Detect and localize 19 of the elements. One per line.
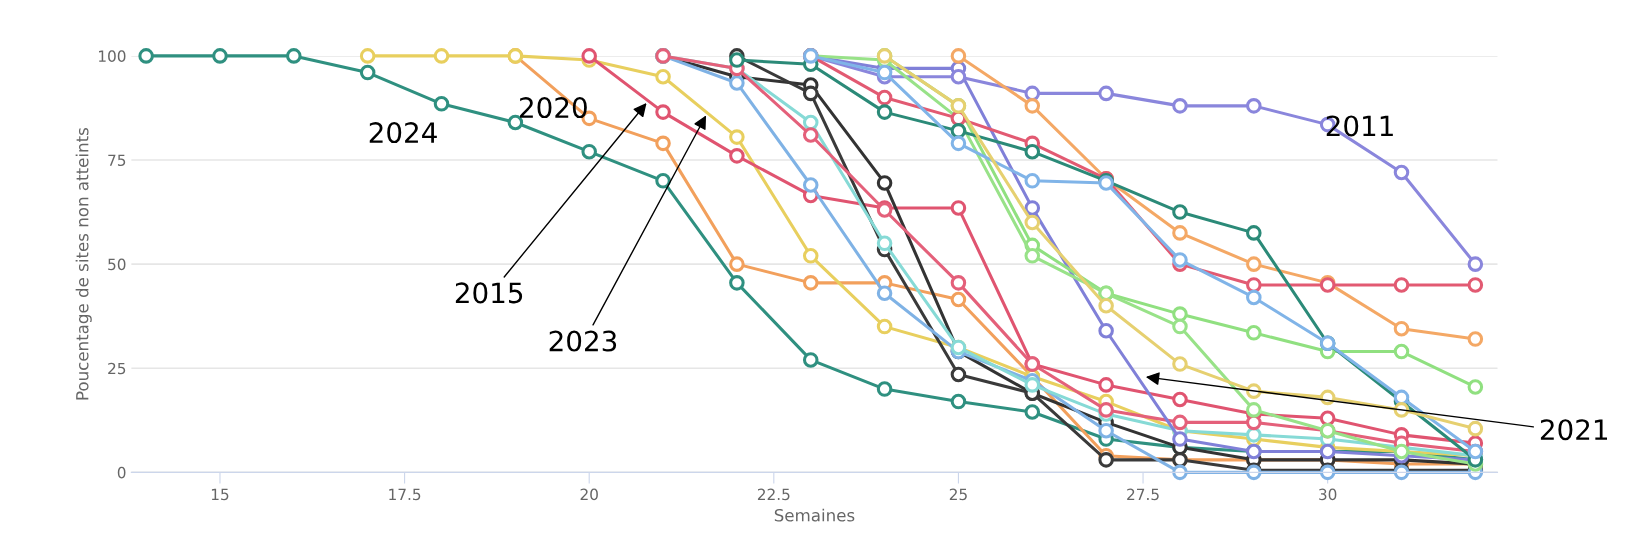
y-tick-label: 0 [117, 466, 126, 479]
y-tick-label: 100 [99, 50, 126, 62]
y-tick-label: 75 [108, 154, 126, 167]
x-tick-label: 20 [580, 488, 598, 501]
annotation: 2011 [1326, 115, 1393, 137]
x-axis-title: Semaines [774, 508, 855, 522]
y-axis-title: Poucentage de sites non atteints [75, 128, 92, 400]
x-tick-label: 17.5 [389, 488, 421, 501]
x-tick-label: 15 [211, 488, 229, 501]
annotation: 2024 [369, 122, 437, 144]
x-tick-label: 30 [1319, 488, 1337, 501]
annotation: 2023 [549, 330, 617, 352]
x-tick-label: 25 [949, 488, 967, 501]
y-tick-label: 50 [108, 258, 126, 271]
y-tick-label: 25 [108, 362, 126, 375]
annotation: 2015 [455, 282, 523, 304]
x-tick-label: 22.5 [757, 488, 790, 501]
x-tick-label: 27.5 [1127, 488, 1159, 501]
annotation: 2021 [1540, 419, 1608, 441]
